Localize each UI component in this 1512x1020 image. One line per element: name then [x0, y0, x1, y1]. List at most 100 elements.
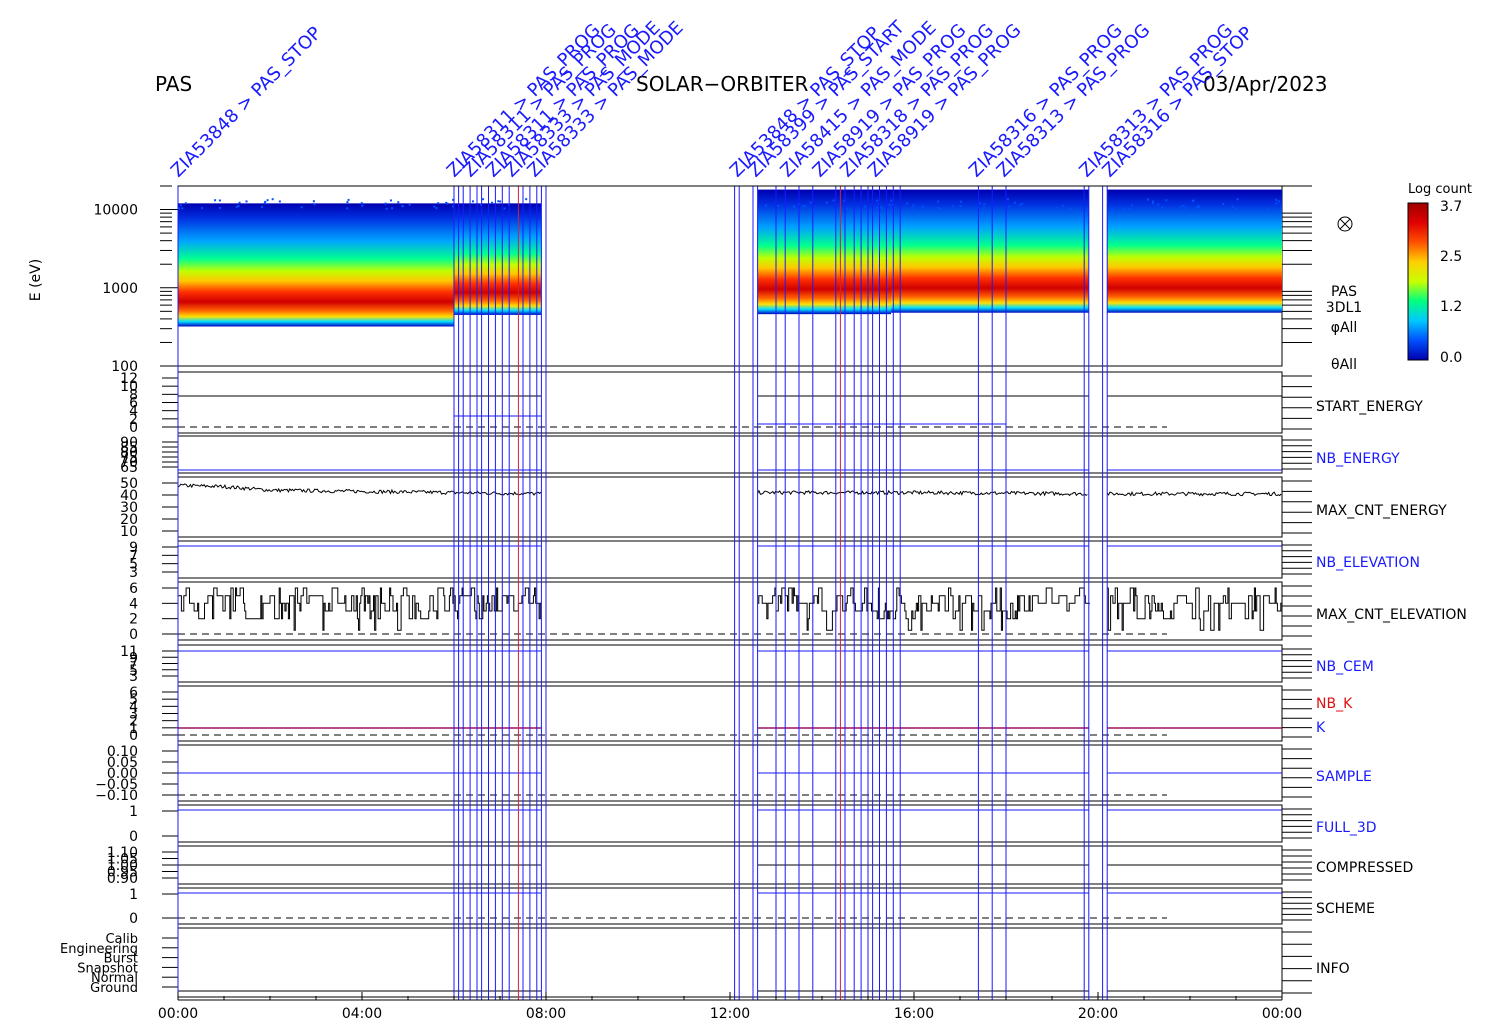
max-cnt-energy-trace	[177, 483, 542, 496]
nb_energy-y-tick-label: 80	[120, 445, 138, 461]
nb_elevation-frame	[177, 540, 1283, 579]
spectrogram-speckle	[959, 205, 962, 208]
scheme-label: SCHEME	[1316, 901, 1375, 917]
spectrogram-speckle	[1265, 208, 1268, 211]
nb_k-y-tick-label: 1	[129, 721, 138, 737]
spectrogram-speckle	[264, 200, 267, 203]
max-cnt-elevation-trace	[757, 587, 1090, 631]
max_cnt_energy-y-tick-label: 30	[120, 500, 138, 516]
scheme-y-tick-label: 1	[129, 887, 138, 903]
spectrogram-speckle	[1008, 205, 1011, 208]
nb_k-y-tick-label: 4	[129, 699, 138, 715]
spectrogram-speckle	[1069, 207, 1072, 210]
spectrogram-speckle	[1147, 198, 1150, 201]
nb_k-y-tick-label: 5	[129, 692, 138, 708]
nb_cem-label: NB_CEM	[1316, 659, 1374, 675]
spectrogram-speckle	[218, 206, 221, 209]
spectrogram-speckle	[435, 207, 438, 210]
max_cnt_elevation-label: MAX_CNT_ELEVATION	[1316, 607, 1467, 623]
compressed-y-tick-label: 1.00	[107, 858, 138, 874]
max_cnt_energy-label: MAX_CNT_ENERGY	[1316, 503, 1447, 519]
spectrogram-speckle	[1021, 202, 1024, 205]
spectrogram-speckle	[825, 201, 828, 204]
nb_energy-y-tick-label: 65	[120, 460, 138, 476]
spectrogram-speckle	[1236, 198, 1239, 201]
spectrogram-speckle	[445, 201, 448, 204]
telecommand-annotations: ZIA53848 > PAS_STOP ZIA58311 > PAS_PROGZI…	[167, 16, 1257, 1000]
colorbar-tick-label: 3.7	[1440, 199, 1462, 215]
mission-title: SOLAR−ORBITER	[636, 72, 809, 96]
colorbar-scale	[1407, 202, 1429, 361]
nb_cem-y-tick-label: 5	[129, 663, 138, 679]
max-cnt-elevation-trace	[178, 587, 542, 631]
info-frame	[177, 927, 1283, 998]
spectrogram-speckle	[1055, 206, 1058, 209]
spectrogram-speckle	[446, 202, 449, 205]
start_energy-y-tick-label: 8	[129, 387, 138, 403]
max_cnt_energy-y-tick-label: 40	[120, 488, 138, 504]
time-axis-tick-label: 16:00	[894, 1006, 934, 1020]
spectrogram-speckle	[764, 204, 767, 207]
colorbar-tick-label: 1.2	[1440, 299, 1462, 315]
colorbar-title: Log count	[1408, 182, 1473, 197]
spectrogram-speckle	[888, 203, 891, 206]
spectrogram-segment	[1107, 189, 1282, 313]
full_3d-y-tick-label: 0	[129, 829, 138, 845]
spectrogram-segment	[757, 189, 891, 315]
spectrogram-y-tick-label: 10000	[93, 203, 138, 219]
spectrogram-speckle	[1157, 203, 1160, 206]
spectrogram-speckle	[906, 202, 909, 205]
spectrogram-speckle	[360, 202, 363, 205]
spectrogram-speckle	[1161, 206, 1164, 209]
time-axis-tick-label: 04:00	[342, 1006, 382, 1020]
spectrogram-speckle	[266, 199, 269, 202]
spectrogram-speckle	[391, 207, 394, 210]
sample-label: SAMPLE	[1316, 769, 1372, 785]
spectrogram-speckle	[1275, 202, 1278, 205]
spectrogram-speckle	[1198, 205, 1201, 208]
direction-into-page-icon	[1339, 218, 1351, 230]
spectrogram-speckle	[179, 204, 182, 207]
info-y-tick-label: Snapshot	[77, 961, 138, 976]
spectrogram-speckle	[1195, 206, 1198, 209]
spectrogram-speckle	[178, 207, 181, 210]
spectrogram-speckle	[261, 205, 264, 208]
max_cnt_energy-y-tick-label: 50	[120, 476, 138, 492]
colorbar: 3.7 2.5 1.2 0.0	[1407, 199, 1462, 366]
max_cnt_energy-y-tick-label: 20	[120, 512, 138, 528]
spectrogram-speckle	[1151, 202, 1154, 205]
spectrogram-speckle	[843, 199, 846, 202]
spectrogram-speckle	[238, 201, 241, 204]
max_cnt_elevation-y-tick-label: 4	[129, 596, 138, 612]
spectrogram-speckle	[937, 207, 940, 210]
nb_elevation-y-tick-label: 7	[129, 548, 138, 564]
start_energy-y-tick-label: 12	[120, 371, 138, 387]
spectrogram-speckle	[1013, 201, 1016, 204]
nb_cem-y-tick-label: 9	[129, 650, 138, 666]
spectrogram-y-tick-label: 1000	[102, 281, 138, 297]
spectrogram-ylabel: E (eV)	[28, 259, 44, 301]
max_cnt_elevation-y-tick-label: 6	[129, 581, 138, 597]
nb_cem-y-tick-label: 3	[129, 669, 138, 685]
spectrogram-speckle	[845, 207, 848, 210]
spectrogram-speckle	[235, 205, 238, 208]
nb_k-y-tick-label: 6	[129, 685, 138, 701]
spectrogram-speckle	[911, 207, 914, 210]
sample-y-tick-label: 0.05	[107, 755, 138, 771]
housekeeping-panels: 121086420START_ENERGY908580757065NB_ENER…	[60, 371, 1467, 998]
spectrogram-speckle	[346, 207, 349, 210]
spectrogram-speckle	[300, 206, 303, 209]
k-label: K	[1316, 720, 1326, 736]
info-y-tick-label: Calib	[105, 932, 138, 947]
spectrogram-theta-label: θAll	[1331, 357, 1357, 373]
spectrogram-speckle	[361, 204, 364, 207]
spectrogram-speckle	[312, 200, 315, 203]
spectrogram-speckle	[802, 204, 805, 207]
sample-y-tick-label: 0.00	[107, 766, 138, 782]
spectrogram-speckle	[452, 205, 455, 208]
spectrogram-speckle	[777, 204, 780, 207]
compressed-y-tick-label: 0.95	[107, 865, 138, 881]
spectrogram-speckle	[313, 203, 316, 206]
